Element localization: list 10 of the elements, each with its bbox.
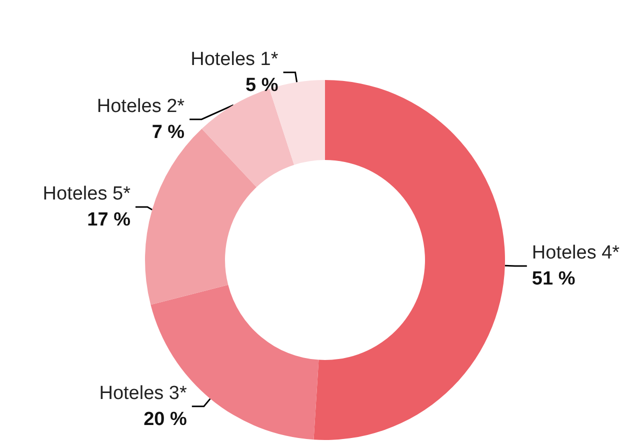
data-label: 5 % (246, 74, 278, 96)
data-label: 17 % (87, 209, 131, 230)
slice-label: Hoteles 3* (99, 382, 188, 404)
slice-label: Hoteles 1* (190, 48, 279, 70)
data-label: 51 % (532, 268, 576, 290)
slice-label: Hoteles 5* (42, 183, 132, 204)
data-label: 20 % (144, 408, 187, 430)
slice-label: Hoteles 2* (96, 96, 186, 117)
slice-label: Hoteles 4* (532, 242, 620, 264)
data-label: 7 % (152, 122, 185, 143)
